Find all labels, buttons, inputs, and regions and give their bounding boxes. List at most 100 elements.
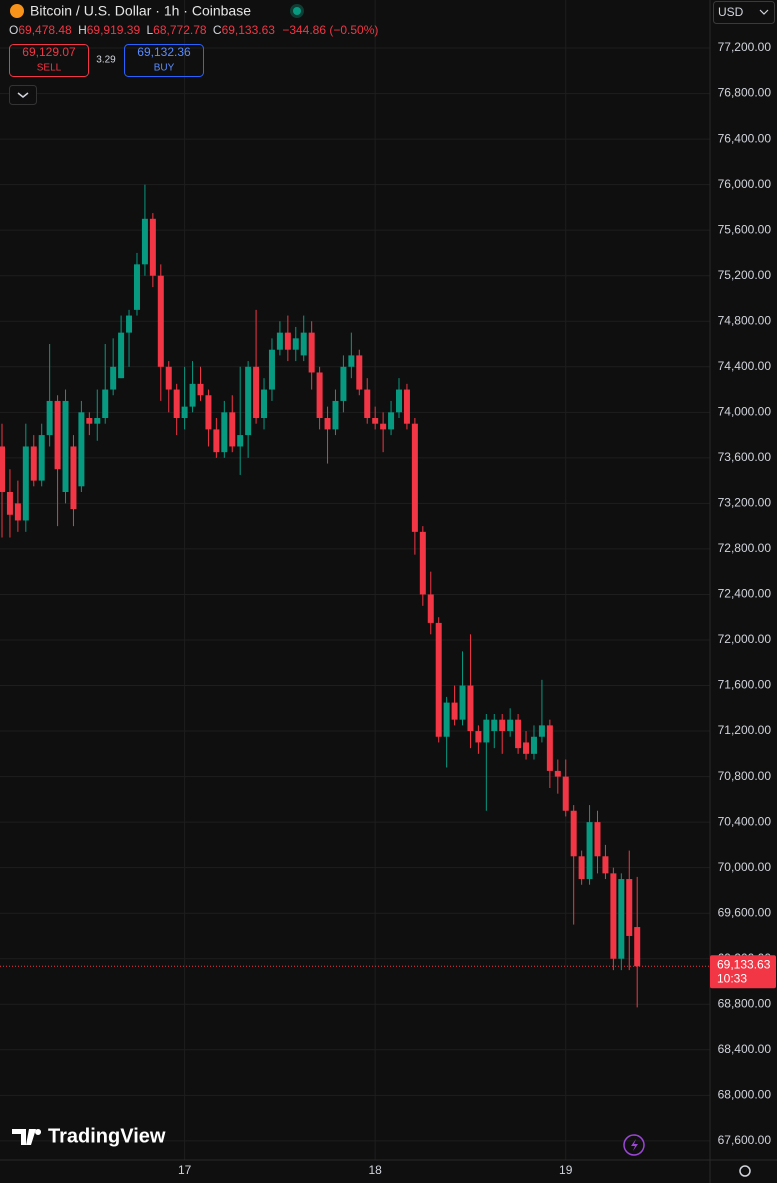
candle-body [332, 400, 339, 430]
buy-label: BUY [154, 63, 175, 74]
candle-body [570, 810, 577, 857]
candle-body [102, 389, 109, 419]
y-tick-label: 74,000.00 [718, 404, 772, 418]
y-tick-label: 76,000.00 [718, 177, 772, 191]
price-tag-countdown: 10:33 [717, 971, 747, 985]
y-tick-label: 73,600.00 [718, 450, 772, 464]
buy-price: 69,132.36 [137, 45, 191, 59]
buy-button[interactable] [124, 44, 204, 77]
candle-body [316, 372, 323, 419]
bolt [631, 1139, 638, 1151]
currency-button[interactable] [713, 1, 775, 24]
candle-body [30, 446, 37, 481]
candle-body [46, 400, 53, 436]
candle-body [261, 389, 268, 419]
x-tick-label: 17 [178, 1163, 192, 1177]
settings-icon[interactable] [739, 1165, 751, 1177]
candle-body [380, 423, 387, 430]
chevron [17, 92, 29, 98]
candle-body [515, 719, 522, 749]
sell-label: SELL [37, 63, 62, 74]
candle-body [396, 389, 402, 413]
y-tick-label: 70,400.00 [718, 814, 772, 828]
candle-body [284, 332, 291, 350]
header: Bitcoin / U.S. Dollar · 1h · Coinbase O6… [9, 1, 775, 105]
candle-body [523, 742, 530, 754]
ohlc-value: 69,478.48 [18, 23, 72, 37]
candle-body [118, 332, 125, 379]
y-tick-label: 68,000.00 [718, 1088, 772, 1102]
ohlc-legend: O69,478.48 H69,919.39 L68,772.78 C69,133… [9, 23, 378, 37]
spread: 3.29 [96, 55, 116, 66]
candle-body [189, 383, 196, 407]
candle-body [38, 435, 45, 481]
candle-body [419, 531, 426, 595]
candle-body [78, 412, 85, 487]
candle-body [133, 264, 140, 310]
price-tag [710, 955, 776, 989]
y-tick-label: 71,200.00 [718, 723, 772, 737]
y-tick-label: 72,400.00 [718, 587, 772, 601]
candle-body [237, 435, 244, 447]
candle-body [253, 366, 260, 419]
candle-body [546, 725, 553, 771]
candle-body [62, 400, 69, 493]
y-tick-label: 70,800.00 [718, 769, 772, 783]
chevron [759, 9, 769, 15]
candle-body [0, 446, 5, 493]
candle-body [499, 719, 506, 732]
ohlc-key: O [9, 23, 18, 37]
x-tick-label: 19 [559, 1163, 573, 1177]
ohlc-value: 68,772.78 [153, 23, 207, 37]
candle-body [276, 332, 283, 350]
candle-body [197, 383, 204, 396]
candle-body [467, 685, 474, 732]
candle-body [451, 702, 458, 720]
y-tick-label: 76,400.00 [718, 131, 772, 145]
candle-body [483, 719, 490, 743]
watermark: TradingView [48, 1125, 166, 1147]
candle-body [292, 338, 299, 350]
candle-body [165, 366, 172, 390]
y-tick-label: 75,600.00 [718, 222, 772, 236]
candle-body [634, 927, 641, 967]
candle-body [245, 366, 252, 436]
assistant-icon[interactable] [623, 1134, 645, 1156]
candle-body [388, 412, 395, 430]
y-tick-label: 77,200.00 [718, 40, 772, 54]
ohlc-key: H [78, 23, 87, 37]
candle-body [562, 776, 569, 811]
y-tick-label: 69,600.00 [718, 905, 772, 919]
candle-body [181, 406, 188, 419]
candle-body [459, 685, 466, 720]
ohlc-value: 69,919.39 [87, 23, 141, 37]
candle-body [554, 770, 561, 777]
candle-body [530, 736, 537, 754]
candle-body [372, 418, 379, 424]
candle-body [538, 725, 545, 737]
candle-body [14, 503, 21, 521]
ohlc-key: C [213, 23, 222, 37]
currency: USD [718, 5, 744, 19]
candle-body [411, 423, 418, 532]
candle-body [618, 879, 625, 959]
candle-body [602, 856, 609, 874]
ohlc-change: −344.86 (−0.50%) [282, 23, 378, 37]
candle-body [491, 719, 498, 732]
y-tick-label: 75,200.00 [718, 268, 772, 282]
candle-body [94, 418, 101, 424]
ohlc-value: 69,133.63 [222, 23, 276, 37]
collapse-button[interactable] [9, 85, 37, 105]
candle-body [229, 412, 236, 447]
candle-body [308, 332, 315, 373]
logo-mark [12, 1129, 42, 1145]
candle-body [443, 702, 450, 737]
watermark-logo: TradingView [12, 1125, 166, 1147]
y-tick-label: 74,800.00 [718, 313, 772, 327]
candle-body [340, 366, 347, 401]
candle-body [213, 429, 220, 453]
sell-button[interactable] [9, 44, 89, 77]
y-tick-label: 74,400.00 [718, 359, 772, 373]
price-tag-value: 69,133.63 [717, 957, 771, 971]
